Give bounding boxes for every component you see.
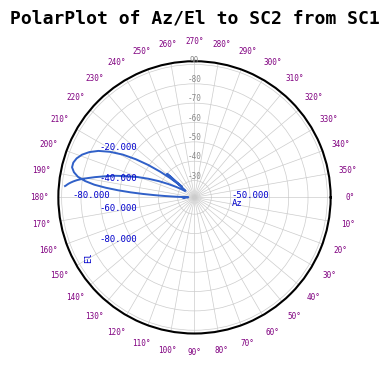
Text: -70: -70: [187, 94, 202, 103]
Text: -50: -50: [187, 133, 202, 142]
Text: -40.000: -40.000: [99, 173, 137, 183]
Text: -60: -60: [187, 113, 202, 123]
Text: -50.000: -50.000: [231, 191, 269, 200]
Text: -60.000: -60.000: [99, 204, 137, 214]
Text: Az: Az: [231, 199, 242, 208]
Text: 90: 90: [190, 55, 199, 65]
Text: -80.000: -80.000: [99, 235, 137, 245]
Text: -40: -40: [187, 152, 202, 161]
Text: -30: -30: [187, 171, 202, 181]
Text: -80: -80: [187, 75, 202, 84]
Text: -20.000: -20.000: [99, 142, 137, 152]
Text: -80.000: -80.000: [72, 191, 110, 200]
Text: PolarPlot of Az/El to SC2 from SC1: PolarPlot of Az/El to SC2 from SC1: [10, 10, 379, 28]
Text: El: El: [84, 252, 93, 263]
